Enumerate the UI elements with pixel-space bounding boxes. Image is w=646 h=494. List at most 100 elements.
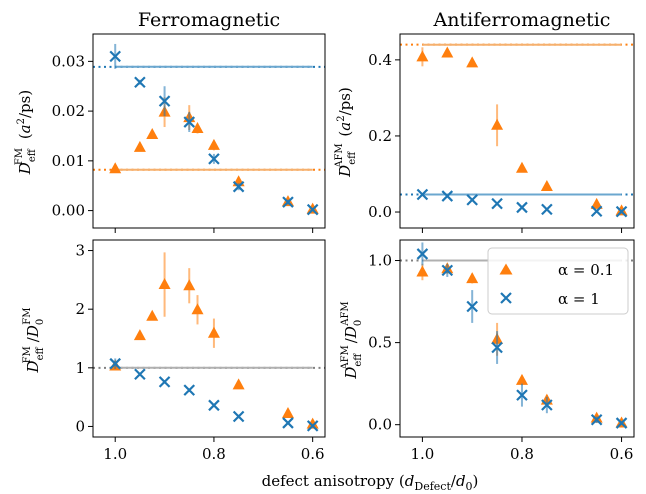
data-point-triangle — [207, 138, 220, 150]
ylabel-afm-bottom: DeffAFM/D0AFM — [340, 301, 364, 379]
plot-frame — [92, 33, 326, 229]
panel-3: 1.0 0.8 0.6 0.0 0.5 1.0 α = 0.1 α = 1 — [368, 239, 635, 463]
svg-text:DeffAFM/D0AFM: DeffAFM/D0AFM — [340, 301, 364, 379]
data-point-triangle — [416, 265, 429, 277]
legend-label-alpha1: α = 1 — [558, 290, 600, 308]
data-point-x — [541, 399, 553, 411]
data-point-x — [491, 341, 503, 354]
data-point-x — [615, 417, 628, 429]
x-tick-label: 1.0 — [410, 445, 434, 463]
data-point-x — [416, 248, 429, 260]
data-point-x — [183, 384, 196, 396]
y-tick-label: 0.03 — [52, 52, 85, 70]
data-point-triangle — [491, 118, 504, 130]
data-point-x — [282, 417, 294, 429]
data-point-triangle — [232, 378, 245, 390]
data-point-triangle — [515, 373, 528, 385]
title-ferromagnetic: Ferromagnetic — [138, 9, 280, 31]
data-point-x — [134, 76, 146, 89]
data-point-x — [441, 190, 454, 202]
panel-2: 1.0 0.8 0.6 0 1 2 3 — [75, 239, 326, 463]
data-point-x — [158, 95, 171, 107]
data-point-x — [466, 300, 478, 313]
data-point-triangle — [146, 309, 159, 321]
ylabel-fm-bottom: DeffFM/D0FM — [22, 308, 46, 374]
data-point-x — [109, 50, 121, 63]
data-point-x — [282, 196, 294, 208]
data-point-triangle — [191, 303, 204, 315]
data-point-triangle — [306, 417, 319, 429]
y-tick-label: 0.00 — [52, 202, 85, 220]
data-point-triangle — [416, 50, 429, 62]
data-point-triangle — [133, 329, 146, 341]
y-tick-label: 1.0 — [368, 252, 392, 270]
data-point-triangle — [590, 197, 603, 209]
data-point-x — [109, 357, 121, 370]
plot-frame — [399, 33, 635, 229]
legend: α = 0.1 α = 1 — [487, 247, 629, 315]
data-point-x — [306, 203, 319, 216]
y-tick-label: 3 — [75, 242, 85, 260]
svg-text:DeffFM (a2/ps): DeffFM (a2/ps) — [14, 90, 38, 175]
x-tick-label: 0.6 — [301, 445, 325, 463]
data-point-x — [208, 153, 220, 165]
svg-text:DeffAFM (a2/ps): DeffAFM (a2/ps) — [334, 87, 358, 178]
data-point-triangle — [109, 162, 122, 174]
data-point-triangle — [466, 272, 479, 284]
data-point-triangle — [615, 204, 628, 216]
y-tick-label: 0.02 — [52, 102, 85, 120]
y-tick-label: 0.5 — [368, 334, 392, 352]
ylabel-fm-top: DeffFM (a2/ps) — [14, 90, 38, 175]
data-point-triangle — [207, 326, 220, 338]
data-point-triangle — [441, 46, 454, 58]
data-point-x — [306, 420, 319, 432]
x-tick-label: 0.6 — [610, 445, 634, 463]
y-tick-label: 0.4 — [368, 51, 392, 69]
plot-frame — [92, 239, 326, 438]
y-tick-label: 0 — [75, 417, 85, 435]
data-point-x — [441, 264, 454, 277]
data-point-x — [466, 194, 478, 206]
plot-frame — [399, 239, 635, 438]
title-antiferromagnetic: Antiferromagnetic — [433, 9, 611, 31]
x-tick-label: 0.8 — [202, 445, 226, 463]
legend-x-icon — [500, 292, 512, 304]
data-point-x — [232, 410, 245, 423]
panels: 0.000.010.020.030.00.20.41.0 0.8 0.601231.… — [52, 33, 635, 463]
data-point-x — [183, 116, 196, 128]
x-tick-label: 1.0 — [103, 445, 127, 463]
data-point-x — [590, 205, 603, 218]
panel-0: 0.00 0.01 0.02 0.03 — [52, 33, 326, 233]
data-point-x — [232, 180, 245, 193]
xlabel-shared: defect anisotropy (dDefect/d0) — [262, 472, 479, 493]
data-point-x — [134, 368, 146, 381]
data-point-x — [541, 203, 553, 216]
data-point-triangle — [146, 127, 159, 139]
data-point-triangle — [133, 140, 146, 152]
y-tick-label: 1 — [75, 359, 85, 377]
data-point-triangle — [515, 161, 528, 173]
data-point-x — [208, 399, 220, 412]
data-point-triangle — [281, 407, 294, 419]
data-point-x — [158, 376, 171, 388]
data-point-triangle — [191, 122, 204, 134]
y-tick-label: 0.01 — [52, 152, 85, 170]
y-tick-label: 0.0 — [368, 203, 392, 221]
x-tick-label: 0.8 — [510, 445, 534, 463]
y-tick-label: 0.2 — [368, 127, 392, 145]
data-point-x — [416, 188, 429, 201]
data-point-triangle — [158, 278, 171, 290]
ylabel-afm-top: DeffAFM (a2/ps) — [334, 87, 358, 178]
y-tick-label: 0.0 — [368, 416, 392, 434]
data-point-x — [590, 413, 603, 426]
data-point-x — [491, 197, 503, 210]
svg-text:DeffFM/D0FM: DeffFM/D0FM — [22, 308, 46, 374]
data-point-triangle — [540, 180, 553, 192]
legend-box — [487, 247, 629, 315]
legend-triangle-icon — [499, 263, 513, 275]
legend-label-alpha01: α = 0.1 — [558, 261, 614, 279]
data-point-x — [615, 205, 628, 218]
data-point-triangle — [183, 279, 196, 291]
data-point-triangle — [466, 56, 479, 68]
